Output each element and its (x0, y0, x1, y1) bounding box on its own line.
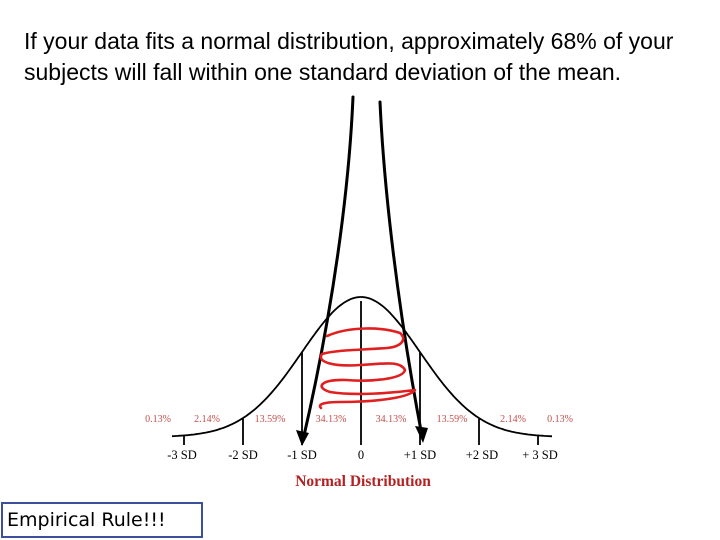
pct-label-3: 13.59% (255, 414, 286, 425)
red-scribble-68-percent (318, 327, 417, 410)
right-arrow-shaft (378, 100, 424, 438)
sd-label-plus-2: +2 SD (466, 448, 498, 462)
pct-label-8: 0.13% (547, 414, 573, 425)
pct-label-6: 13.59% (437, 414, 468, 425)
normal-distribution-title: Normal Distribution (295, 473, 431, 490)
left-arrow-shaft (301, 95, 355, 442)
pct-label-4: 34.13% (316, 414, 347, 425)
pct-label-1: 0.13% (145, 414, 171, 425)
sd-label-minus-1: -1 SD (287, 448, 317, 462)
right-arrowhead (415, 426, 428, 443)
bell-curve (171, 296, 553, 438)
sd-label-mean: 0 (358, 448, 364, 462)
sd-label-plus-3: + 3 SD (522, 448, 558, 462)
slide-heading: If your data fits a normal distribution,… (24, 28, 674, 85)
pct-label-7: 2.14% (500, 414, 526, 425)
sd-divider-lines (183, 301, 539, 445)
sd-label-plus-1: +1 SD (404, 448, 436, 462)
pct-label-2: 2.14% (194, 414, 220, 425)
sd-label-minus-2: -2 SD (228, 448, 258, 462)
pct-label-5: 34.13% (376, 414, 407, 425)
left-arrowhead (296, 430, 309, 446)
empirical-rule-label: Empirical Rule!!! (1, 502, 203, 538)
sd-label-minus-3: -3 SD (167, 448, 197, 462)
one-sd-arrows (301, 95, 424, 442)
